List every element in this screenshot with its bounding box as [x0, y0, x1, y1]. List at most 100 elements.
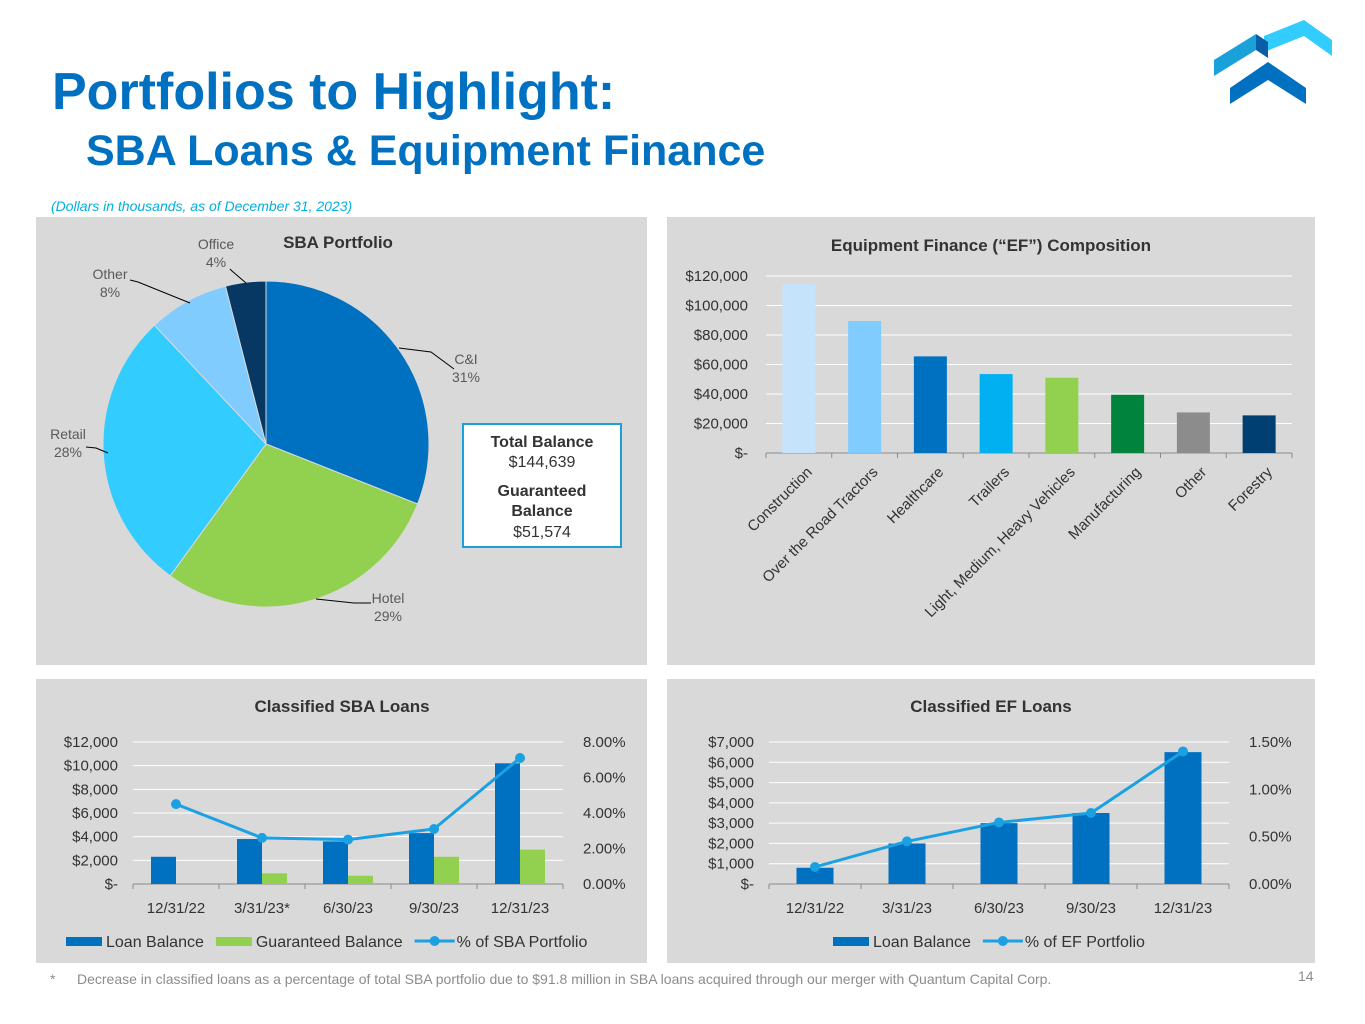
- chart-title: Classified SBA Loans: [254, 697, 429, 716]
- point-of-sba-portfolio: [429, 823, 439, 834]
- point-of-sba-portfolio: [171, 799, 181, 810]
- x-tick-label: 12/31/23: [1154, 900, 1212, 917]
- y-tick-label: $80,000: [694, 327, 748, 344]
- legend-marker-of-sba-portfolio: [429, 936, 440, 946]
- page-subtitle: SBA Loans & Equipment Finance: [86, 127, 766, 175]
- bar-loan-balance: [409, 833, 434, 884]
- legend-label-of-ef-portfolio: % of EF Portfolio: [1025, 934, 1145, 951]
- legend-label-loan-balance: Loan Balance: [106, 934, 204, 951]
- slice-label-other: Other: [92, 266, 127, 282]
- y-tick-label: $2,000: [72, 852, 118, 869]
- guaranteed-balance-label-line2: Balance: [511, 503, 573, 521]
- x-tick-label: 12/31/22: [786, 900, 844, 917]
- bar-guaranteed-balance: [348, 875, 373, 884]
- y2-tick-label: 4.00%: [583, 805, 626, 822]
- bar-guaranteed-balance: [262, 873, 287, 884]
- y2-tick-label: 1.50%: [1249, 734, 1292, 751]
- y-tick-label: $2,000: [708, 835, 754, 852]
- bar-loan-balance: [796, 867, 834, 884]
- x-tick-label: Over the Road Tractors: [759, 464, 881, 586]
- point-of-sba-portfolio: [257, 832, 267, 843]
- y-tick-label: $5,000: [708, 775, 754, 792]
- y-tick-label: $6,000: [72, 805, 118, 822]
- ef-composition-panel: Equipment Finance (“EF”) Composition $- $2…: [667, 217, 1315, 665]
- y2-tick-label: 6.00%: [583, 770, 626, 787]
- bar-loan-balance: [1072, 813, 1110, 884]
- y-tick-label: $4,000: [72, 829, 118, 846]
- classified-ef-panel: Classified EF Loans $- $1,000 $2,000 $3,000 $…: [667, 679, 1315, 963]
- bar-loan-balance: [237, 839, 262, 884]
- x-tick-label: Trailers: [966, 464, 1013, 511]
- x-tick-label: 6/30/23: [323, 900, 373, 917]
- x-tick-label: 3/31/23*: [234, 900, 290, 917]
- total-balance-label: Total Balance: [490, 434, 594, 451]
- sba-portfolio-pie-chart: SBA Portfolio C&I 31% Hotel 29% Retail 28% Othe…: [50, 233, 480, 624]
- y-tick-label: $7,000: [708, 734, 754, 751]
- point-of-sba-portfolio: [515, 752, 525, 763]
- pie-slice-retail: [102, 324, 267, 577]
- legend-swatch-loan-balance: [66, 937, 102, 946]
- x-tick-label: 3/31/23: [882, 900, 932, 917]
- bar-construction: [782, 283, 816, 453]
- x-tick-label: 9/30/23: [1066, 900, 1116, 917]
- point-of-ef-portfolio: [810, 861, 820, 872]
- point-of-ef-portfolio: [1086, 808, 1096, 818]
- chart-title: Equipment Finance (“EF”) Composition: [831, 236, 1151, 255]
- bar-trailers: [979, 374, 1013, 453]
- y2-tick-label: 0.00%: [583, 876, 626, 893]
- y-tick-label: $-: [741, 876, 754, 893]
- y-tick-label: $4,000: [708, 795, 754, 812]
- y-tick-label: $1,000: [708, 856, 754, 873]
- leader-line-hotel: [315, 598, 371, 604]
- bar-guaranteed-balance: [520, 849, 545, 884]
- y2-tick-label: 1.00%: [1249, 781, 1292, 798]
- y-tick-label: $20,000: [694, 416, 748, 433]
- legend-label-of-sba-portfolio: % of SBA Portfolio: [457, 934, 588, 951]
- bar-forestry: [1242, 415, 1276, 453]
- bar-loan-balance: [888, 843, 926, 884]
- x-tick-label: Healthcare: [884, 464, 947, 527]
- y-tick-label: $40,000: [694, 386, 748, 403]
- y-tick-label: $-: [105, 876, 118, 893]
- leader-line-other: [129, 279, 191, 304]
- y-tick-label: $-: [735, 445, 748, 462]
- point-of-ef-portfolio: [1178, 746, 1188, 757]
- y2-tick-label: 2.00%: [583, 841, 626, 858]
- slice-label-retail: Retail: [50, 426, 86, 442]
- legend-swatch-loan-balance: [833, 937, 869, 946]
- y-tick-label: $100,000: [685, 298, 748, 315]
- x-tick-label: 12/31/23: [491, 900, 549, 917]
- footnote-text: Decrease in classified loans as a percen…: [77, 971, 1052, 987]
- point-of-sba-portfolio: [343, 834, 353, 845]
- legend-marker-of-ef-portfolio: [997, 936, 1008, 946]
- bar-loan-balance: [151, 856, 176, 884]
- bar-guaranteed-balance: [434, 856, 459, 884]
- y-tick-label: $60,000: [694, 357, 748, 374]
- slice-label-c-i: C&I: [454, 351, 477, 367]
- leader-line-office: [229, 268, 247, 284]
- slice-pct-office: 4%: [206, 254, 226, 270]
- pie-slice-hotel: [169, 443, 419, 608]
- sba-portfolio-panel: SBA Portfolio C&I 31% Hotel 29% Retail 28% Othe…: [36, 217, 647, 665]
- x-tick-label: 12/31/22: [147, 900, 205, 917]
- pie-slice-c-i: [265, 280, 430, 505]
- y-tick-label: $10,000: [64, 758, 118, 775]
- x-tick-label: Forestry: [1225, 463, 1276, 514]
- legend-label-guaranteed-balance: Guaranteed Balance: [256, 934, 403, 951]
- y2-tick-label: 0.50%: [1249, 829, 1292, 846]
- company-logo-icon: [1214, 20, 1332, 104]
- bar-loan-balance: [323, 841, 348, 884]
- slice-pct-retail: 28%: [54, 444, 82, 460]
- y-tick-label: $12,000: [64, 734, 118, 751]
- slice-pct-other: 8%: [100, 284, 120, 300]
- y-tick-label: $3,000: [708, 815, 754, 832]
- classified-sba-combo-chart: Classified SBA Loans $- $2,000 $4,000 $6,000…: [64, 697, 626, 951]
- legend-swatch-guaranteed-balance: [215, 937, 252, 946]
- page-number: 14: [1298, 968, 1314, 984]
- classified-sba-panel: Classified SBA Loans $- $2,000 $4,000 $6,000…: [36, 679, 647, 963]
- slice-pct-hotel: 29%: [374, 608, 402, 624]
- point-of-ef-portfolio: [994, 817, 1004, 828]
- slice-label-office: Office: [198, 236, 235, 252]
- units-note: (Dollars in thousands, as of December 31…: [51, 198, 353, 214]
- page-title: Portfolios to Highlight:: [52, 63, 616, 121]
